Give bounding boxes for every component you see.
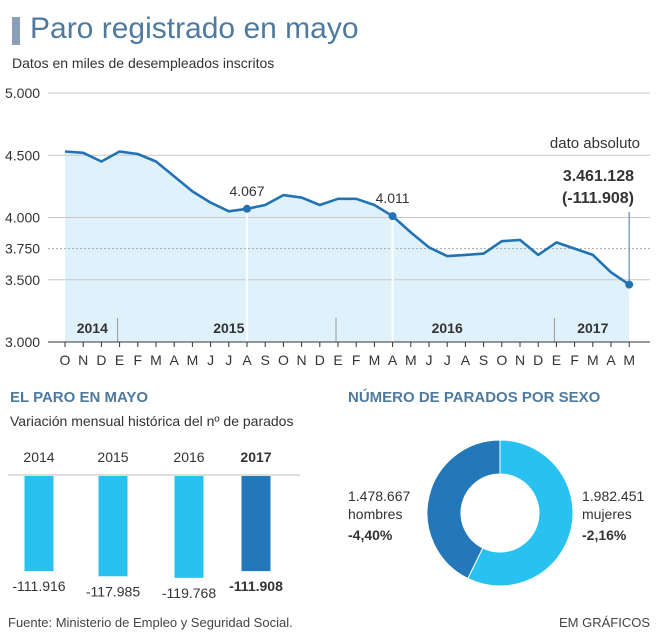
women-value-label: 1.982.451 <box>582 488 644 504</box>
page-subtitle: Datos en miles de desempleados inscritos <box>12 55 275 71</box>
page-title: Paro registrado en mayo <box>30 12 359 45</box>
donut-section-title: NÚMERO DE PARADOS POR SEXO <box>348 389 601 406</box>
bar-category-label: 2017 <box>240 449 271 465</box>
men-value-label: 1.478.667 <box>348 488 410 504</box>
x-tick-label: F <box>134 352 143 368</box>
x-tick-label: A <box>606 352 616 368</box>
x-tick-label: F <box>570 352 579 368</box>
x-tick-label: J <box>225 352 232 368</box>
bar <box>241 476 271 572</box>
title-accent-bar <box>12 17 20 45</box>
bar-section-title: EL PARO EN MAYO <box>10 389 149 406</box>
bar-value-label: -117.985 <box>86 583 140 599</box>
donut-slice-mujeres <box>467 439 574 587</box>
final-header: dato absoluto <box>550 135 640 152</box>
x-tick-label: E <box>115 352 124 368</box>
x-tick-label: J <box>444 352 451 368</box>
gender-donut-chart: 1.982.451 mujeres -2,16% 1.478.667 hombres -4… <box>348 439 644 587</box>
men-name-label: hombres <box>348 506 402 522</box>
year-label: 2014 <box>77 320 108 336</box>
donut-slice-hombres <box>426 439 501 580</box>
main-area-chart: 3.000 3.500 3.750 4.000 4.500 5.000 2014 2015 20… <box>5 85 650 368</box>
x-tick-label: E <box>333 352 342 368</box>
x-tick-label: O <box>60 352 71 368</box>
data-point-label: 4.067 <box>229 183 264 199</box>
source-note: Fuente: Ministerio de Empleo y Seguridad… <box>8 615 293 630</box>
x-tick-label: A <box>461 352 471 368</box>
bar-category-label: 2014 <box>23 449 54 465</box>
bar-value-label: -111.916 <box>12 578 65 594</box>
year-label: 2015 <box>213 320 244 336</box>
bar-value-label: -111.908 <box>229 578 283 594</box>
x-tick-label: J <box>207 352 214 368</box>
x-tick-label: A <box>170 352 180 368</box>
bar-value-label: -119.768 <box>162 585 216 601</box>
data-point-label: 4.011 <box>376 190 410 206</box>
women-change-label: -2,16% <box>582 527 627 543</box>
x-tick-label: O <box>278 352 289 368</box>
x-tick-label: N <box>515 352 525 368</box>
x-tick-label: N <box>78 352 88 368</box>
x-tick-label: M <box>187 352 199 368</box>
x-tick-label: D <box>315 352 325 368</box>
y-tick-label: 4.500 <box>5 147 40 163</box>
area-fill <box>65 151 630 342</box>
x-tick-label: F <box>352 352 361 368</box>
x-tick-label: O <box>496 352 507 368</box>
final-value: 3.461.128 <box>563 168 634 185</box>
x-tick-label: S <box>261 352 270 368</box>
final-change: (-111.908) <box>562 190 634 207</box>
x-tick-label: D <box>96 352 106 368</box>
data-point-marker <box>243 204 251 213</box>
bar <box>24 476 54 572</box>
x-tick-label: M <box>405 352 417 368</box>
y-tick-label: 4.000 <box>5 210 40 226</box>
x-tick-label: J <box>426 352 433 368</box>
x-tick-label: M <box>369 352 381 368</box>
x-tick-label: A <box>388 352 398 368</box>
women-name-label: mujeres <box>582 506 632 522</box>
x-tick-label: N <box>297 352 307 368</box>
bar-category-label: 2015 <box>97 449 128 465</box>
monthly-variation-bar-chart: 2014 -111.916 2015 -117.985 2016 -119.768 2017… <box>8 449 300 601</box>
credit-label: EM GRÁFICOS <box>558 615 650 630</box>
y-tick-label: 3.750 <box>5 241 40 257</box>
final-point-marker <box>625 280 634 289</box>
x-tick-label: D <box>533 352 543 368</box>
x-tick-label: M <box>150 352 162 368</box>
bar <box>174 476 204 578</box>
x-tick-label: A <box>242 352 252 368</box>
year-label: 2017 <box>577 320 608 336</box>
x-tick-label: M <box>587 352 599 368</box>
bar <box>98 476 128 577</box>
bar-category-label: 2016 <box>173 449 204 465</box>
x-tick-label: M <box>623 352 635 368</box>
y-tick-label: 5.000 <box>5 85 40 101</box>
men-change-label: -4,40% <box>348 527 393 543</box>
y-tick-label: 3.000 <box>5 334 40 350</box>
y-tick-label: 3.500 <box>5 272 40 288</box>
data-point-marker <box>388 212 397 221</box>
bar-section-subtitle: Variación mensual histórica del nº de pa… <box>10 413 294 429</box>
x-tick-label: S <box>479 352 488 368</box>
x-tick-label: E <box>552 352 561 368</box>
series-line <box>64 150 630 286</box>
year-label: 2016 <box>432 320 463 336</box>
